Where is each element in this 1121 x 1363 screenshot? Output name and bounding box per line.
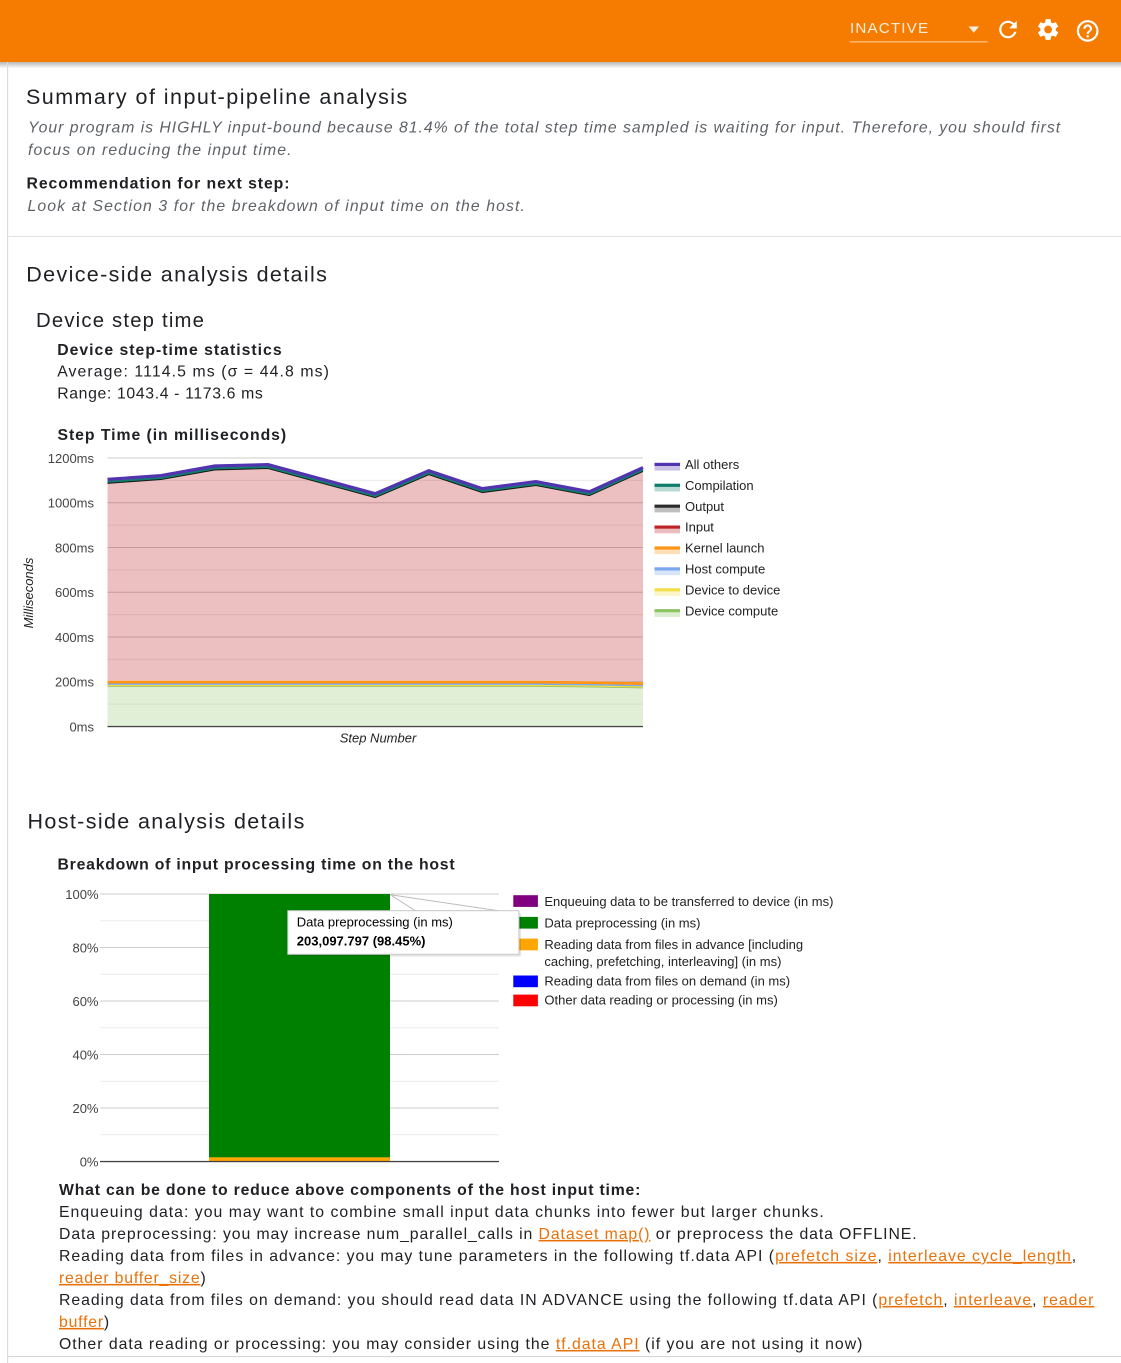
svg-text:0ms: 0ms	[69, 719, 94, 734]
svg-text:Data preprocessing (in ms): Data preprocessing (in ms)	[544, 916, 700, 931]
svg-text:Recommendation for next step:: Recommendation for next step:	[27, 175, 291, 192]
svg-text:600ms: 600ms	[55, 585, 95, 600]
svg-text:Data preprocessing: you may in: Data preprocessing: you may increase num…	[59, 1226, 918, 1243]
svg-text:100%: 100%	[65, 887, 99, 902]
svg-text:Average: 1114.5 ms (σ = 44.8 m: Average: 1114.5 ms (σ = 44.8 ms)	[57, 364, 330, 381]
svg-text:Device step time: Device step time	[36, 310, 205, 332]
svg-text:Host-side analysis details: Host-side analysis details	[28, 810, 306, 834]
svg-text:buffer): buffer)	[59, 1314, 110, 1331]
svg-text:Device compute: Device compute	[685, 603, 778, 618]
svg-text:Look at Section 3 for the brea: Look at Section 3 for the breakdown of i…	[28, 198, 527, 215]
svg-text:20%: 20%	[72, 1101, 98, 1116]
svg-text:Device step-time statistics: Device step-time statistics	[57, 342, 282, 359]
svg-text:Kernel launch: Kernel launch	[685, 541, 765, 556]
svg-text:Range: 1043.4 - 1173.6 ms: Range: 1043.4 - 1173.6 ms	[57, 385, 263, 402]
svg-text:Host compute: Host compute	[685, 562, 765, 577]
svg-text:reader buffer_size): reader buffer_size)	[59, 1270, 207, 1287]
svg-text:Reading data from files on dem: Reading data from files on demand: you s…	[59, 1292, 1094, 1309]
svg-text:Reading data from files on dem: Reading data from files on demand (in ms…	[544, 973, 790, 988]
svg-text:Device to device: Device to device	[685, 582, 780, 597]
svg-text:1000ms: 1000ms	[48, 496, 95, 511]
svg-text:focus on reducing the input ti: focus on reducing the input time.	[28, 142, 293, 159]
svg-text:caching, prefetching, interlea: caching, prefetching, interleaving] (in …	[544, 954, 781, 969]
svg-text:Output: Output	[685, 499, 724, 514]
svg-text:Reading data from files in adv: Reading data from files in advance: you …	[59, 1248, 1077, 1265]
svg-text:203,097.797 (98.45%): 203,097.797 (98.45%)	[297, 933, 426, 948]
svg-text:Data preprocessing (in ms): Data preprocessing (in ms)	[297, 915, 453, 930]
svg-text:Other data reading or processi: Other data reading or processing: you ma…	[59, 1336, 863, 1353]
svg-text:400ms: 400ms	[55, 630, 95, 645]
svg-text:80%: 80%	[72, 940, 98, 955]
svg-text:Your program is HIGHLY input-b: Your program is HIGHLY input-bound becau…	[28, 120, 1061, 137]
svg-text:Summary of input-pipeline anal: Summary of input-pipeline analysis	[26, 85, 409, 109]
svg-text:Step Number: Step Number	[340, 731, 417, 746]
svg-text:800ms: 800ms	[55, 540, 95, 555]
svg-text:Compilation: Compilation	[685, 478, 754, 493]
svg-text:0%: 0%	[80, 1154, 99, 1169]
svg-text:Milliseconds: Milliseconds	[21, 557, 36, 628]
svg-text:Device-side analysis details: Device-side analysis details	[26, 263, 328, 287]
svg-text:Step Time (in milliseconds): Step Time (in milliseconds)	[58, 427, 288, 444]
svg-text:Enqueuing data to be transferr: Enqueuing data to be transferred to devi…	[544, 894, 833, 909]
svg-text:Enqueuing data: you may want t: Enqueuing data: you may want to combine …	[59, 1204, 825, 1221]
svg-text:Breakdown of input processing: Breakdown of input processing time on th…	[58, 857, 456, 874]
svg-text:Input: Input	[685, 520, 714, 535]
svg-text:All others: All others	[685, 457, 740, 472]
svg-text:60%: 60%	[72, 994, 98, 1009]
svg-text:1200ms: 1200ms	[48, 451, 95, 466]
svg-text:40%: 40%	[72, 1047, 98, 1062]
svg-text:200ms: 200ms	[55, 675, 95, 690]
svg-text:What can be done to reduce abo: What can be done to reduce above compone…	[59, 1182, 641, 1199]
svg-text:Reading data from files in adv: Reading data from files in advance [incl…	[544, 937, 803, 952]
svg-text:Other data reading or processi: Other data reading or processing (in ms)	[544, 993, 777, 1008]
svg-text:INACTIVE: INACTIVE	[850, 20, 929, 37]
